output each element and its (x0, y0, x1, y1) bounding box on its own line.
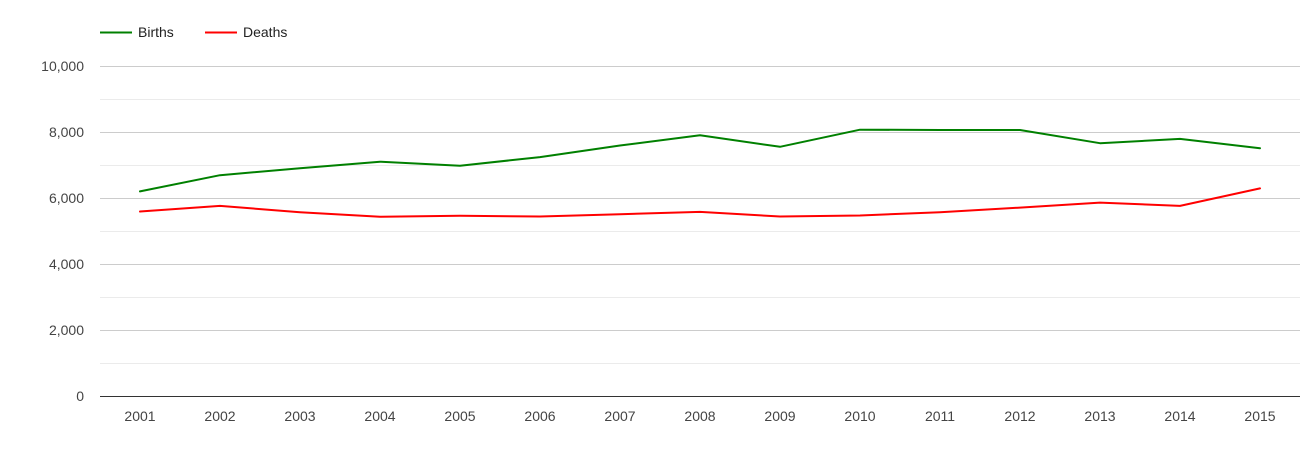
x-tick-label: 2009 (764, 408, 795, 424)
series-lines (139, 128, 1261, 218)
y-tick-label: 2,000 (49, 322, 84, 338)
x-tick-label: 2005 (444, 408, 475, 424)
y-tick-label: 4,000 (49, 256, 84, 272)
x-tick-label: 2002 (204, 408, 235, 424)
x-tick-label: 2003 (284, 408, 315, 424)
y-tick-label: 8,000 (49, 124, 84, 140)
x-tick-label: 2013 (1084, 408, 1115, 424)
legend-label-births: Births (138, 24, 174, 40)
x-tick-label: 2008 (684, 408, 715, 424)
y-tick-label: 10,000 (41, 58, 84, 74)
x-tick-label: 2015 (1244, 408, 1275, 424)
deaths-series-line (139, 187, 1261, 218)
x-tick-label: 2006 (524, 408, 555, 424)
legend-item-deaths[interactable]: Deaths (205, 24, 287, 40)
y-tick-label: 0 (76, 388, 84, 404)
x-tick-label: 2004 (364, 408, 395, 424)
legend: Births Deaths (100, 24, 287, 40)
x-tick-label: 2010 (844, 408, 875, 424)
x-tick-label: 2001 (124, 408, 155, 424)
x-tick-label: 2011 (925, 408, 955, 424)
y-axis-tick-labels: 0 2,000 4,000 6,000 8,000 10,000 (41, 58, 84, 404)
x-tick-label: 2014 (1164, 408, 1195, 424)
legend-label-deaths: Deaths (243, 24, 287, 40)
x-tick-label: 2007 (604, 408, 635, 424)
y-tick-label: 6,000 (49, 190, 84, 206)
x-axis-tick-labels: 2001 2002 2003 2004 2005 2006 2007 2008 2009 2010… (124, 408, 1275, 424)
legend-item-births[interactable]: Births (100, 24, 174, 40)
births-series-line (139, 128, 1261, 193)
gridlines (100, 66, 1300, 397)
x-tick-label: 2012 (1004, 408, 1035, 424)
